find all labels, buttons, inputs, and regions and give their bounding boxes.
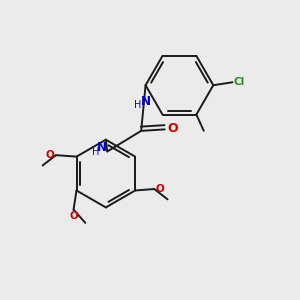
Text: O: O bbox=[156, 184, 164, 194]
Text: O: O bbox=[46, 150, 54, 160]
Text: Cl: Cl bbox=[234, 77, 245, 87]
Text: O: O bbox=[69, 211, 78, 221]
Text: N: N bbox=[97, 141, 107, 154]
Text: H: H bbox=[134, 100, 141, 110]
Text: H: H bbox=[92, 147, 100, 157]
Text: N: N bbox=[141, 95, 151, 108]
Text: O: O bbox=[168, 122, 178, 135]
